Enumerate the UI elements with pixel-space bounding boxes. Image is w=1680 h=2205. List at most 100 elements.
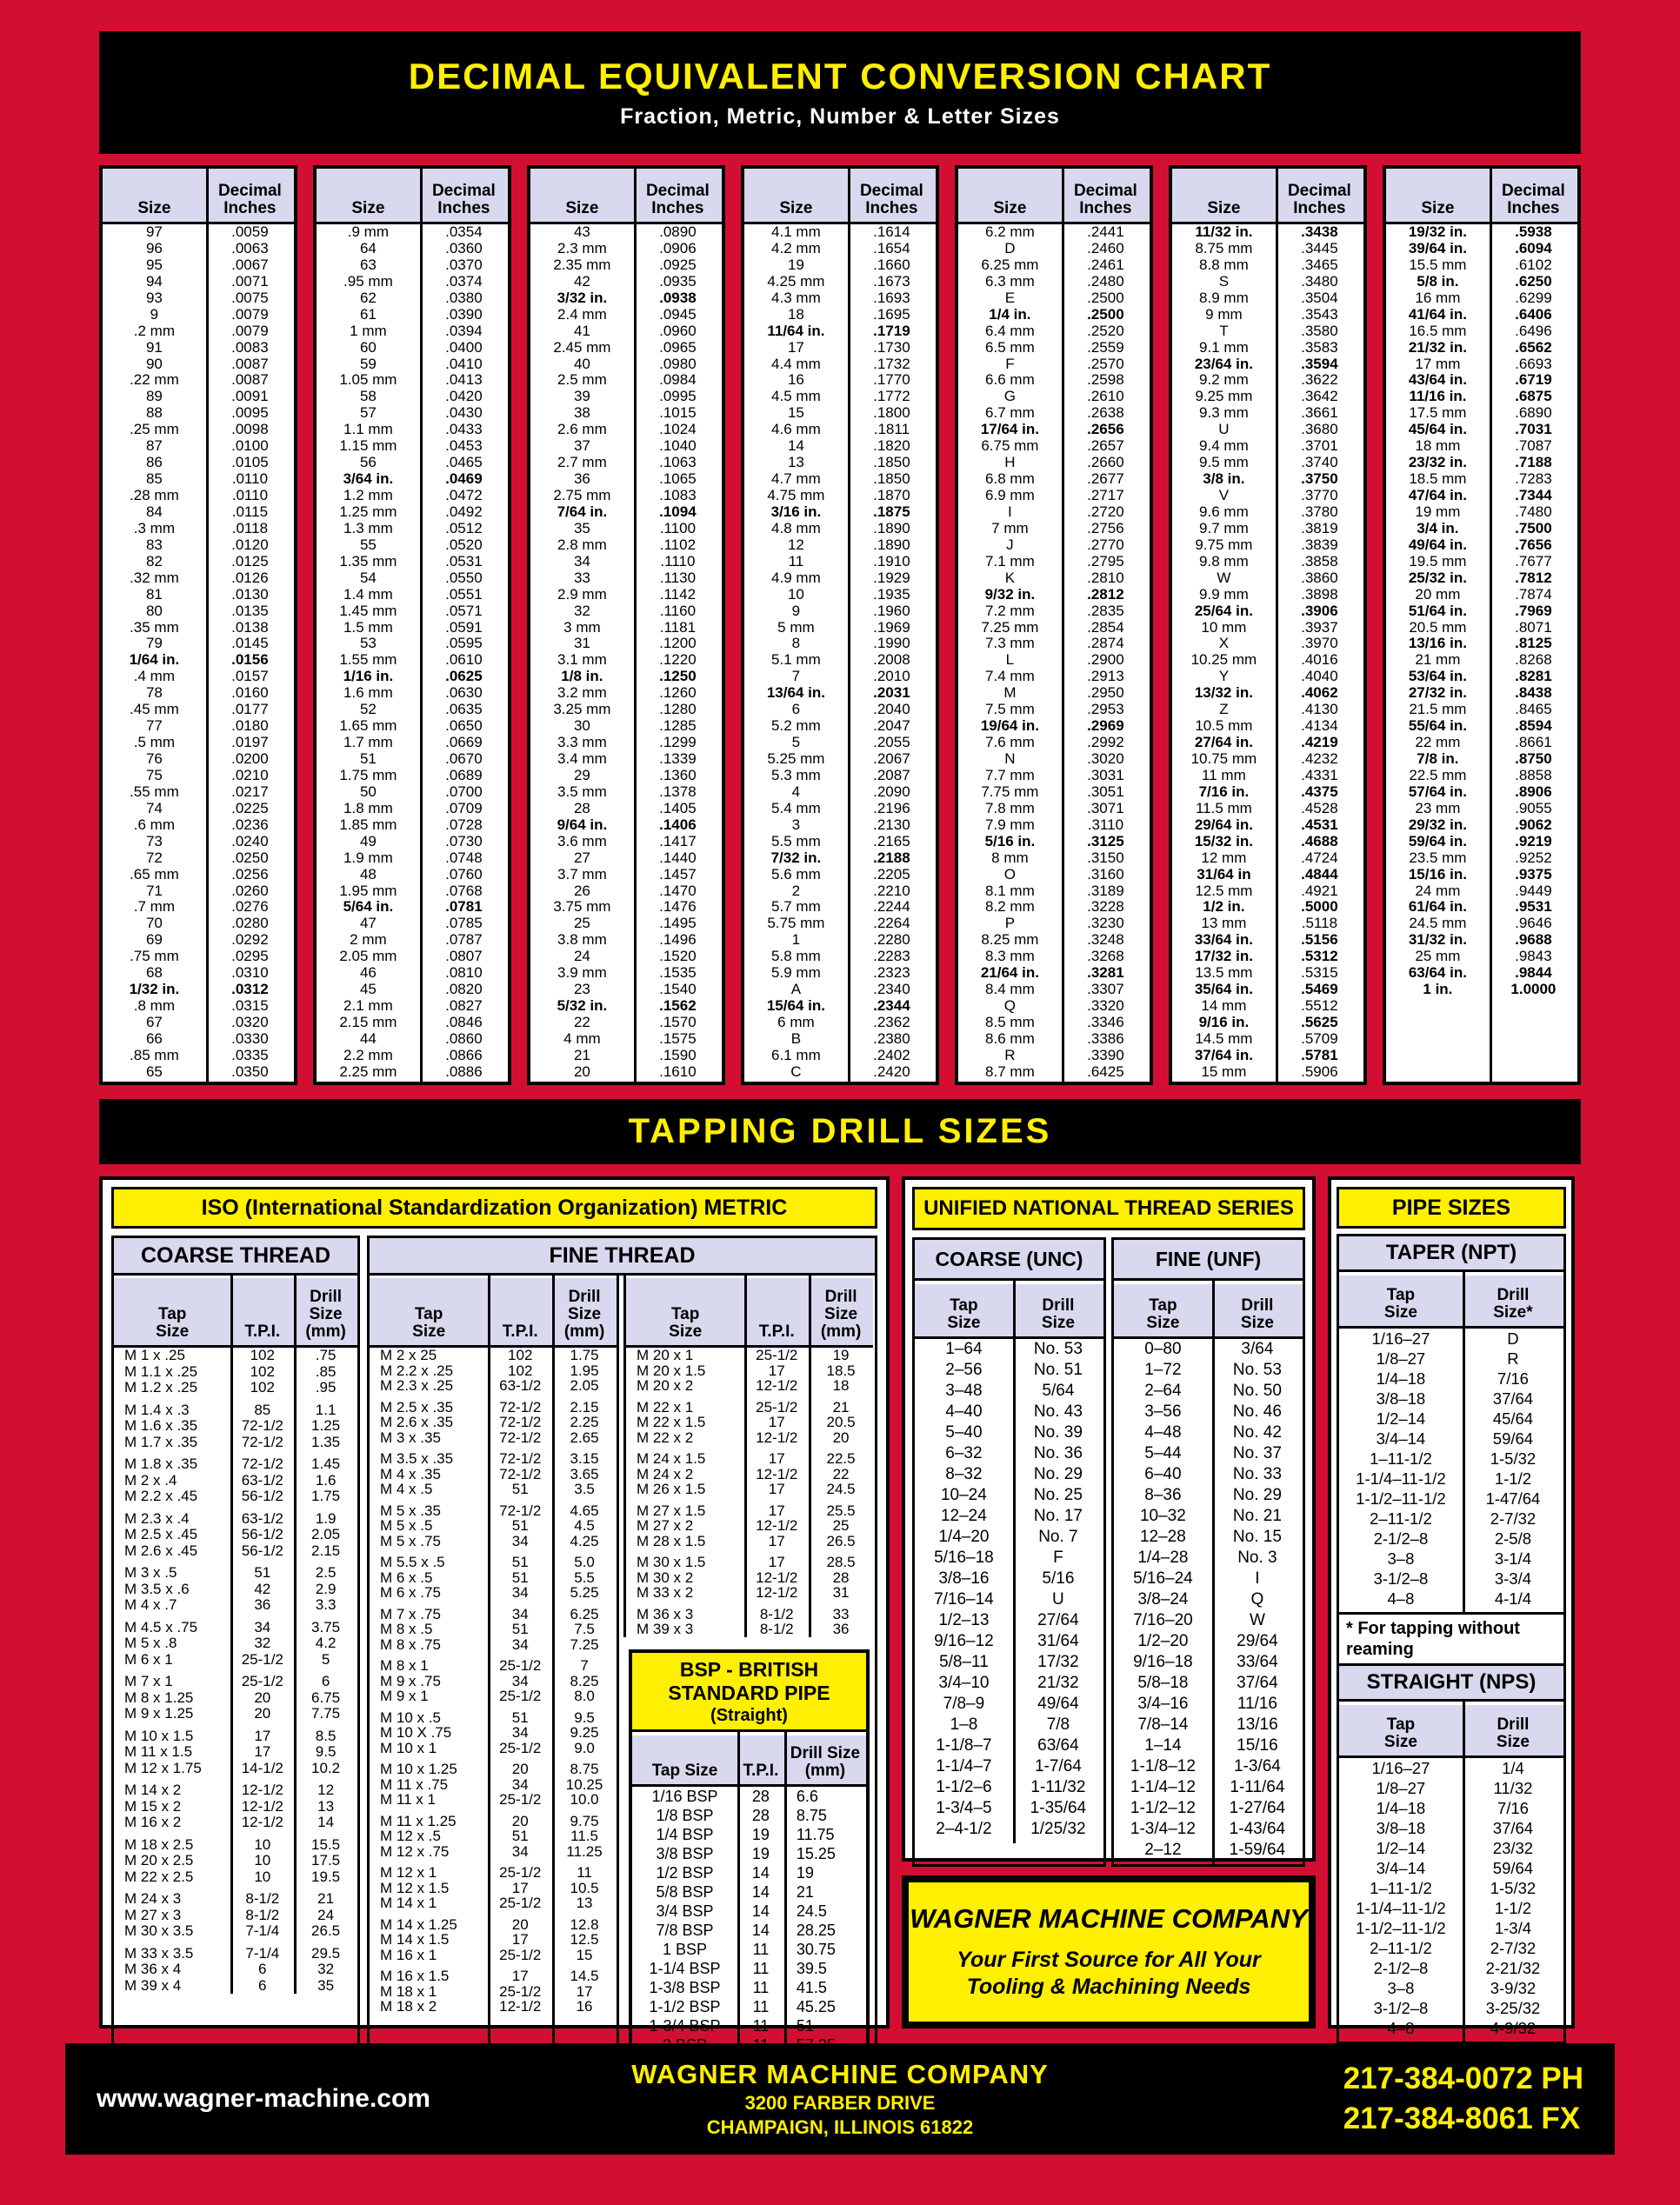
decimal-row: 7 mm .2756	[958, 520, 1150, 537]
cell: 13 mm	[1201, 915, 1247, 932]
bsp-box: BSP - BRITISH STANDARD PIPE (Straight) T…	[629, 1649, 870, 2062]
cell: 70	[145, 915, 163, 932]
cell: 5/8–11	[939, 1653, 989, 1671]
cell: M 3 x .5	[124, 1564, 177, 1581]
cell: 5–44	[1144, 1444, 1182, 1462]
cell: M 6 x .75	[380, 1584, 441, 1601]
cell: 1-3/4 BSP	[649, 2016, 721, 2035]
coarse-thread-row: M 20 x 2.5 10 17.5	[114, 1852, 357, 1869]
nps-row: 3/4–14 59/64	[1339, 1858, 1563, 1878]
cell: .3580	[1301, 322, 1338, 339]
decimal-row: 3.5 mm .1378	[530, 783, 722, 801]
decimal-row: .7 mm .0276	[103, 899, 294, 916]
decimal-row: 2.6 mm .1024	[530, 421, 722, 438]
cell: D	[1004, 239, 1016, 256]
cell: .1732	[873, 355, 910, 372]
coarse-thread-row: M 2.3 x .4 63-1/2 1.9	[114, 1510, 357, 1528]
cell: 4.75 mm	[767, 487, 825, 503]
decimal-row: Q .3320	[958, 997, 1150, 1015]
cell: .9062	[1515, 816, 1552, 833]
cell: .5315	[1301, 964, 1338, 982]
unc-row: 12–24 No. 17	[915, 1506, 1103, 1527]
cell: .3268	[1087, 948, 1124, 965]
title-bar: DECIMAL EQUIVALENT CONVERSION CHART Frac…	[99, 31, 1581, 154]
decimal-row: U .3680	[1172, 421, 1363, 438]
decimal-row: 84.0115	[103, 503, 294, 521]
cell: .0925	[659, 256, 697, 273]
cell: .2380	[873, 1029, 910, 1047]
cell: .0748	[445, 849, 483, 866]
cell: .2812	[1087, 585, 1124, 603]
decimal-row: 40.0980	[530, 356, 722, 373]
cell: 4.7 mm	[771, 470, 821, 488]
unf-row: 10–32 No. 21	[1114, 1506, 1303, 1527]
unf-title: FINE (UNF)	[1114, 1240, 1303, 1281]
cell: .0087	[231, 371, 269, 389]
cell: .2677	[1087, 470, 1124, 488]
cell: M 2.5 x .45	[124, 1526, 198, 1542]
column-header: Size Decimal Inches	[744, 169, 936, 224]
cell: 14-1/2	[241, 1759, 283, 1776]
cell: 4.25	[570, 1532, 599, 1549]
cell: 17	[254, 1743, 271, 1760]
cell: 2-7/32	[1490, 1939, 1537, 1957]
cell: 12-1/2	[756, 1517, 798, 1534]
cell: .9 mm	[347, 223, 390, 240]
decimal-row: .45 mm .0177	[103, 701, 294, 718]
cell: 8.5	[315, 1727, 337, 1744]
decimal-row: 16.1770	[744, 372, 936, 389]
decimal-row: 48.0760	[317, 866, 508, 883]
cell: 17	[768, 1481, 785, 1497]
fine-thread-row: M 28 x 1.5 17 26.5	[626, 1533, 873, 1549]
cell: .1024	[659, 421, 697, 438]
cell: No. 39	[1033, 1423, 1083, 1442]
decimal-row: 88.0095	[103, 404, 294, 422]
cell: 42	[573, 272, 590, 290]
decimal-row: 11/32 in. .3438	[1172, 223, 1363, 241]
decimal-row: R .3390	[958, 1046, 1150, 1064]
cell: 6	[791, 701, 801, 718]
grid-header: Tap Size T.P.I. Drill Size (mm)	[114, 1278, 357, 1348]
cell: 38	[573, 404, 590, 422]
cell: .1590	[659, 1046, 697, 1063]
cell: .4219	[1301, 734, 1338, 751]
column-header: Size Decimal Inches	[103, 169, 294, 224]
decimal-row: 4.1 mm .1614	[744, 223, 936, 241]
cell: .5906	[1301, 1063, 1338, 1080]
decimal-row: 1.7 mm .0669	[317, 734, 508, 751]
decimal-row: .55 mm .0217	[103, 783, 294, 801]
cell: 2–64	[1144, 1382, 1182, 1400]
cell: 25.5	[826, 1502, 856, 1519]
fine-thread-row: M 20 x 1 25-1/2 19	[626, 1348, 873, 1363]
cell: .3390	[1087, 1046, 1124, 1063]
cell: 11	[752, 1997, 770, 2015]
decimal-row: .32 mm .0126	[103, 570, 294, 587]
cell: .5938	[1515, 223, 1552, 240]
decimal-row: 4.3 mm .1693	[744, 290, 936, 307]
cell: 3.8 mm	[557, 931, 607, 949]
cell: .1065	[659, 470, 697, 488]
cell: .0200	[231, 750, 269, 767]
column-header: Size Decimal Inches	[958, 169, 1150, 224]
cell: 23 mm	[1415, 799, 1461, 816]
unified-header: UNIFIED NATIONAL THREAD SERIES	[912, 1187, 1305, 1230]
cell: .1875	[873, 503, 910, 520]
cell: .1457	[659, 865, 697, 883]
fine-thread-row: M 14 x 1.5 17 12.5	[370, 1932, 617, 1948]
cell: 13.5 mm	[1195, 964, 1253, 982]
cell: 3.3	[315, 1596, 337, 1613]
cell: .8125	[1515, 635, 1552, 652]
cell: M 30 x 3.5	[124, 1922, 194, 1939]
pipe-tables-box: TAPER (NPT) Tap Size Drill Size* 1/16–27…	[1337, 1234, 1566, 2044]
cell: 19	[832, 1347, 850, 1363]
cell: 10	[254, 1835, 271, 1853]
cell: .55 mm	[130, 783, 179, 800]
grid-divider	[488, 1276, 491, 2062]
decimal-row: M .2950	[958, 684, 1150, 702]
cell: .0531	[445, 552, 483, 570]
decimal-row: 43.0890	[530, 223, 722, 241]
cell: 37	[573, 437, 590, 455]
cell: K	[1004, 569, 1016, 586]
cell: 6.5 mm	[985, 338, 1035, 356]
cell: .1772	[873, 388, 910, 405]
